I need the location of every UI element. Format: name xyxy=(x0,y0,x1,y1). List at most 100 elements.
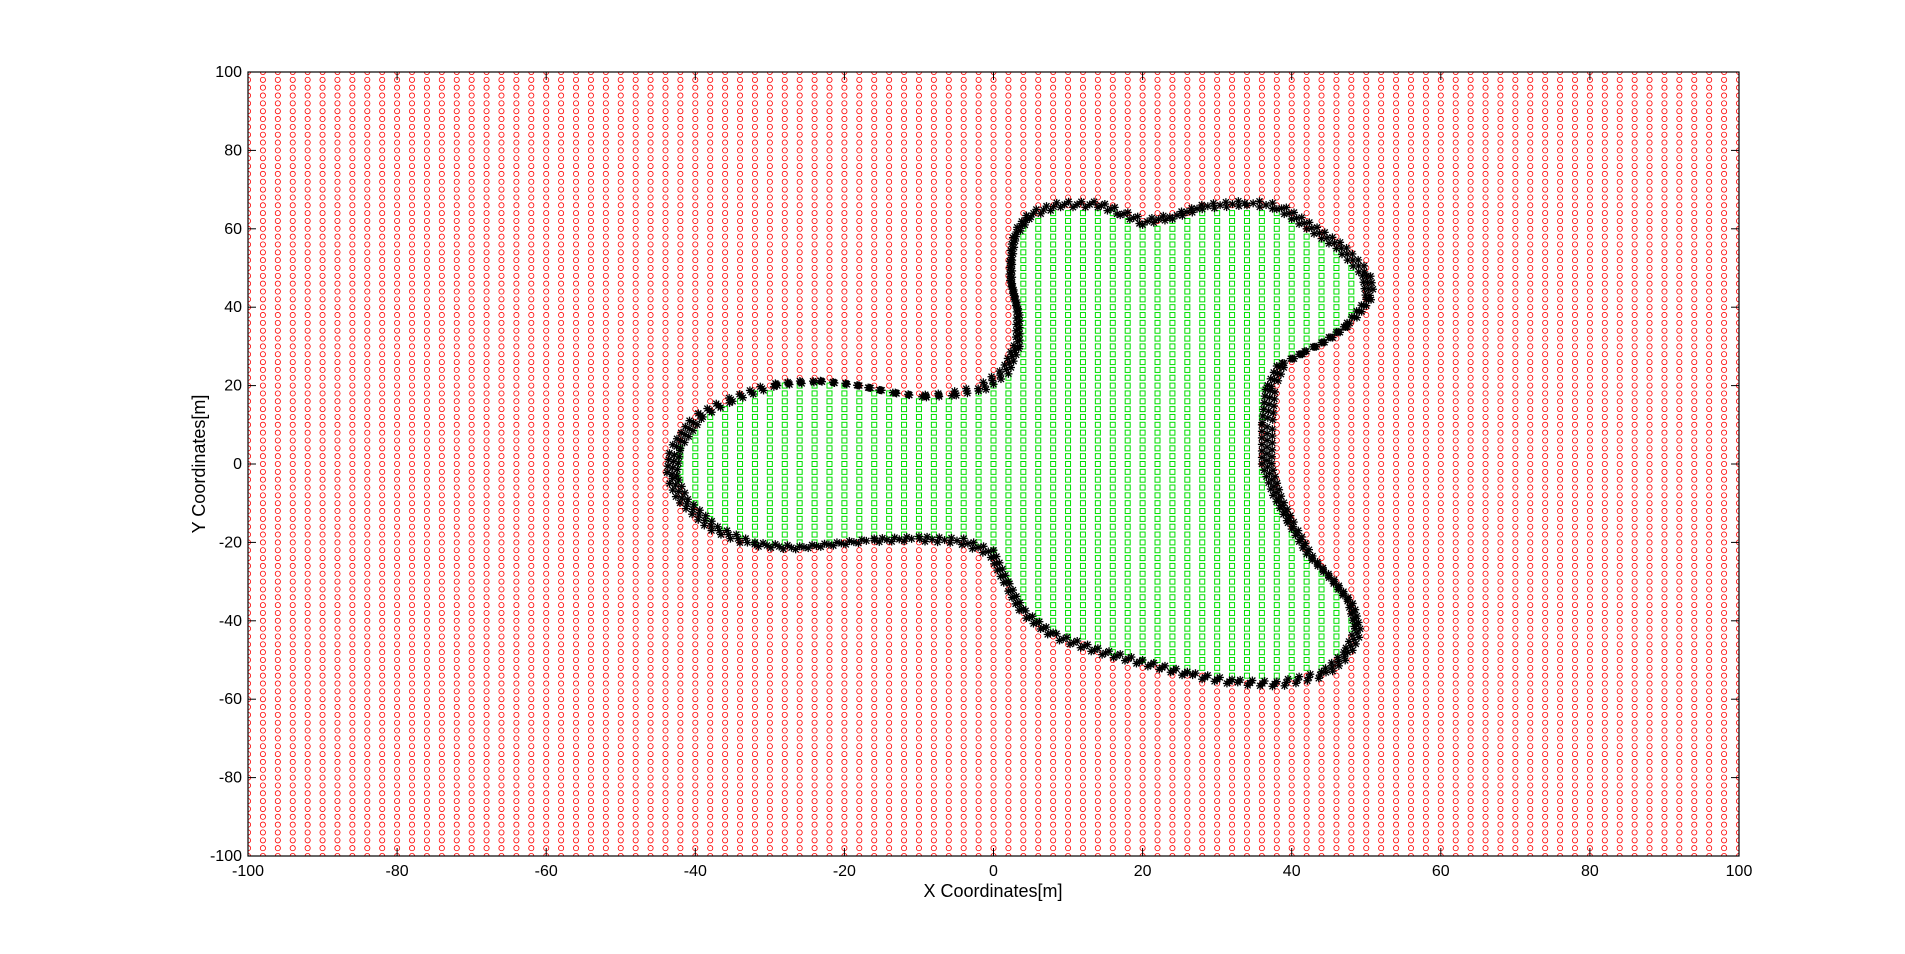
outside-point xyxy=(662,829,669,836)
outside-point xyxy=(707,359,714,366)
outside-point xyxy=(587,500,594,507)
outside-point xyxy=(975,296,982,303)
outside-point xyxy=(274,460,281,467)
outside-point xyxy=(915,562,922,569)
outside-point xyxy=(602,359,609,366)
outside-point xyxy=(766,217,773,224)
outside-point xyxy=(573,351,580,358)
outside-point xyxy=(319,688,326,695)
outside-point xyxy=(334,555,341,562)
outside-point xyxy=(737,249,744,256)
outside-point xyxy=(781,280,788,287)
outside-point xyxy=(960,696,967,703)
outside-point xyxy=(647,539,654,546)
outside-point xyxy=(826,555,833,562)
outside-point xyxy=(930,758,937,765)
outside-point xyxy=(319,413,326,420)
outside-point xyxy=(781,578,788,585)
outside-point xyxy=(364,406,371,413)
outside-point xyxy=(722,578,729,585)
outside-point xyxy=(796,304,803,311)
outside-point xyxy=(856,641,863,648)
outside-point xyxy=(573,335,580,342)
outside-point xyxy=(259,633,266,640)
outside-point xyxy=(304,280,311,287)
outside-point xyxy=(915,366,922,373)
outside-point xyxy=(438,116,445,123)
outside-point xyxy=(528,798,535,805)
outside-point xyxy=(334,264,341,271)
outside-point xyxy=(886,649,893,656)
outside-point xyxy=(394,837,401,844)
outside-point xyxy=(975,108,982,115)
outside-point xyxy=(274,296,281,303)
outside-point xyxy=(811,264,818,271)
outside-point xyxy=(334,163,341,170)
outside-point xyxy=(990,319,997,326)
outside-point xyxy=(960,633,967,640)
outside-point xyxy=(722,633,729,640)
outside-point xyxy=(1050,194,1057,201)
outside-point xyxy=(573,570,580,577)
outside-point xyxy=(498,578,505,585)
outside-point xyxy=(573,617,580,624)
outside-point xyxy=(632,562,639,569)
outside-point xyxy=(468,123,475,130)
outside-point xyxy=(304,633,311,640)
outside-point xyxy=(901,233,908,240)
outside-point xyxy=(319,617,326,624)
outside-point xyxy=(319,351,326,358)
outside-point xyxy=(409,272,416,279)
outside-point xyxy=(945,853,952,856)
outside-point xyxy=(409,617,416,624)
outside-point xyxy=(259,233,266,240)
outside-point xyxy=(274,508,281,515)
outside-point xyxy=(826,633,833,640)
outside-point xyxy=(304,116,311,123)
outside-point xyxy=(737,288,744,295)
outside-point xyxy=(438,743,445,750)
outside-point xyxy=(841,123,848,130)
outside-point xyxy=(409,594,416,601)
outside-point xyxy=(259,562,266,569)
outside-point xyxy=(573,421,580,428)
outside-point xyxy=(811,813,818,820)
outside-point xyxy=(662,108,669,115)
outside-point xyxy=(513,813,520,820)
outside-point xyxy=(856,594,863,601)
outside-point xyxy=(856,178,863,185)
outside-point xyxy=(930,92,937,99)
outside-point xyxy=(573,766,580,773)
outside-point xyxy=(662,609,669,616)
outside-point xyxy=(886,163,893,170)
outside-point xyxy=(558,312,565,319)
outside-point xyxy=(886,657,893,664)
outside-point xyxy=(751,92,758,99)
outside-point xyxy=(975,217,982,224)
outside-point xyxy=(647,194,654,201)
outside-point xyxy=(856,696,863,703)
outside-point xyxy=(1005,696,1012,703)
outside-point xyxy=(975,641,982,648)
outside-point xyxy=(438,359,445,366)
outside-point xyxy=(513,570,520,577)
outside-point xyxy=(647,837,654,844)
outside-point xyxy=(1035,194,1042,201)
outside-point xyxy=(379,210,386,217)
outside-point xyxy=(304,547,311,554)
outside-point xyxy=(364,609,371,616)
outside-point xyxy=(796,798,803,805)
outside-point xyxy=(498,798,505,805)
outside-point xyxy=(886,633,893,640)
outside-point xyxy=(960,782,967,789)
outside-point xyxy=(677,688,684,695)
outside-point xyxy=(587,845,594,852)
outside-point xyxy=(841,594,848,601)
outside-point xyxy=(248,641,251,648)
outside-point xyxy=(498,758,505,765)
outside-point xyxy=(796,719,803,726)
outside-point xyxy=(737,672,744,679)
outside-point xyxy=(945,798,952,805)
outside-point xyxy=(543,186,550,193)
outside-point xyxy=(334,539,341,546)
